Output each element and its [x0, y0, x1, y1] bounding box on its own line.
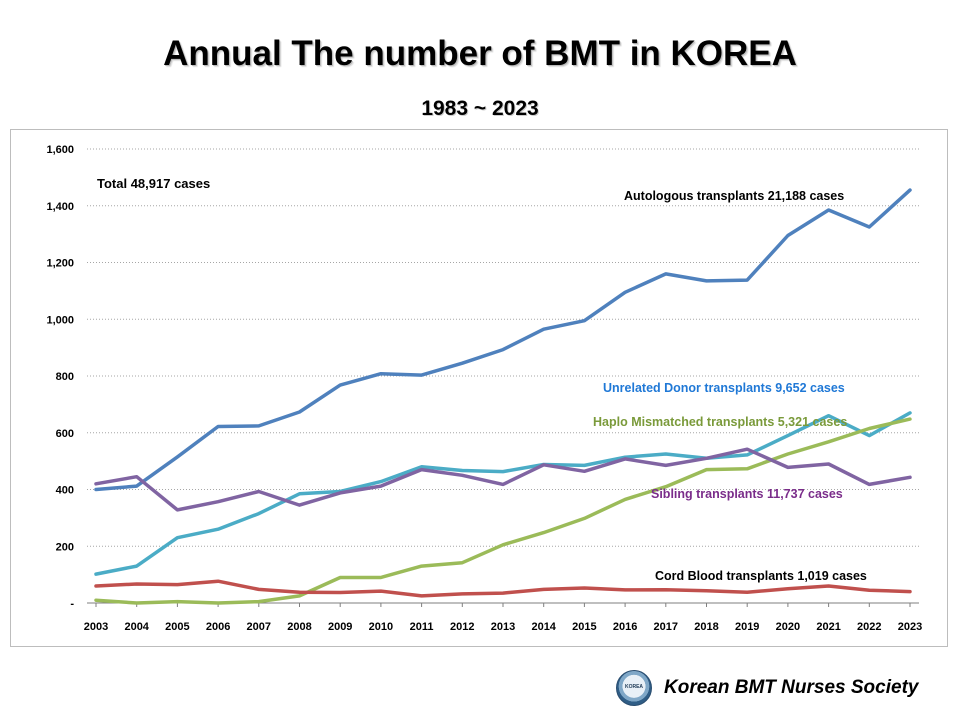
x-tick-label: 2014: [531, 621, 556, 633]
y-tick-label: 1,600: [46, 144, 74, 156]
x-tick-label: 2009: [328, 621, 352, 633]
y-tick-label: 600: [56, 428, 74, 440]
x-tick-label: 2008: [287, 621, 311, 633]
x-tick-label: 2021: [816, 621, 840, 633]
series-line: [94, 417, 912, 605]
chart-title: Annual The number of BMT in KOREA: [163, 34, 797, 73]
series-label: Unrelated Donor transplants 9,652 cases: [603, 381, 845, 395]
x-tick-label: 2015: [572, 621, 596, 633]
series-label: Sibling transplants 11,737 cases: [651, 487, 843, 501]
total-annotation: Total 48,917 cases: [97, 176, 210, 191]
y-tick-label: 1,200: [46, 258, 74, 270]
chart-area: - 200 400 600 800 1,000 1,200 1,400 1,600 2003 200…: [10, 129, 948, 647]
series-line: [94, 188, 912, 492]
line-chart: - 200 400 600 800 1,000 1,200 1,400 1,600 2003 200…: [46, 144, 922, 633]
x-tick-label: 2018: [694, 621, 718, 633]
x-tick-label: 2016: [613, 621, 637, 633]
x-tick-label: 2019: [735, 621, 759, 633]
x-tick-label: 2011: [410, 621, 434, 633]
x-tick-label: 2004: [124, 621, 149, 633]
y-tick-label: 1,400: [46, 201, 74, 213]
x-tick-label: 2010: [369, 621, 393, 633]
x-tick-label: 2022: [857, 621, 881, 633]
series-label: Haplo Mismatched transplants 5,321 cases: [593, 415, 847, 429]
y-tick-label: 200: [56, 541, 74, 553]
logo-text: KOREA: [624, 684, 644, 690]
x-tick-label: 2012: [450, 621, 474, 633]
x-tick-label: 2007: [247, 621, 271, 633]
y-tick-label: -: [70, 598, 74, 610]
series-label: Autologous transplants 21,188 cases: [624, 189, 844, 203]
x-tick-label: 2003: [84, 621, 108, 633]
x-tick-label: 2023: [898, 621, 922, 633]
x-tick-label: 2013: [491, 621, 515, 633]
x-tick-label: 2006: [206, 621, 230, 633]
series-line: [94, 447, 912, 512]
x-tick-label: 2005: [165, 621, 189, 633]
chart-subtitle: 1983 ~ 2023: [421, 97, 539, 120]
footer: KOREA Korean BMT Nurses Society: [616, 668, 918, 708]
y-tick-label: 400: [56, 485, 74, 497]
series-line: [94, 579, 912, 598]
y-tick-label: 1,000: [46, 314, 74, 326]
x-tick-label: 2020: [776, 621, 800, 633]
y-tick-label: 800: [56, 371, 74, 383]
series-line: [94, 411, 912, 576]
society-logo-icon: KOREA: [616, 670, 652, 706]
x-tick-label: 2017: [654, 621, 678, 633]
series-label: Cord Blood transplants 1,019 cases: [655, 569, 867, 583]
society-name: Korean BMT Nurses Society: [664, 677, 919, 698]
